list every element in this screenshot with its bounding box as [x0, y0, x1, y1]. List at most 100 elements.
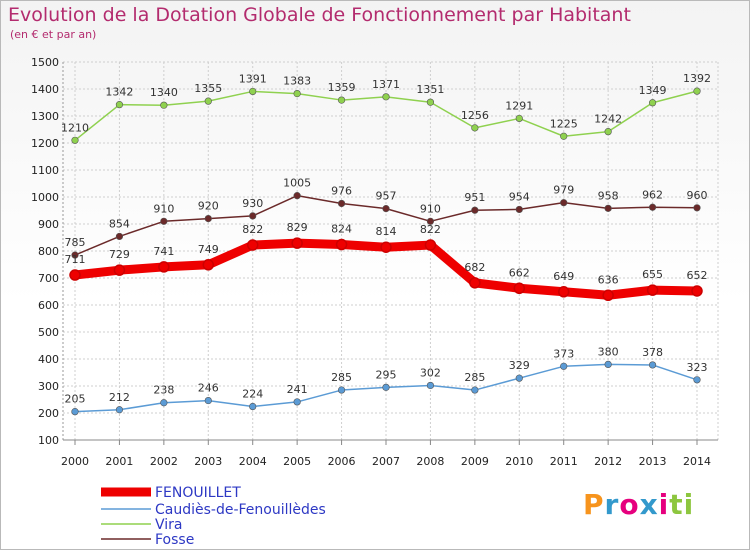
- x-tick-label: 2005: [283, 455, 311, 468]
- data-label: 785: [65, 236, 86, 249]
- data-point: [337, 199, 346, 208]
- data-label: 649: [553, 270, 574, 283]
- y-tick-label: 100: [38, 434, 59, 447]
- x-tick-label: 2008: [416, 455, 444, 468]
- data-point: [382, 205, 390, 213]
- data-label: 979: [553, 184, 574, 197]
- data-point: [337, 386, 346, 394]
- data-label: 1383: [283, 75, 311, 88]
- data-point: [337, 96, 346, 104]
- data-point: [426, 217, 435, 225]
- data-label: 205: [65, 393, 86, 406]
- logo-letter: x: [639, 488, 659, 521]
- x-tick-label: 2012: [594, 455, 622, 468]
- data-label: 295: [376, 368, 397, 381]
- y-tick-label: 300: [38, 380, 59, 393]
- data-point: [293, 192, 301, 200]
- data-label: 636: [598, 273, 619, 286]
- data-point: [160, 399, 168, 407]
- x-tick-label: 2011: [550, 455, 578, 468]
- data-label: 930: [242, 197, 263, 210]
- y-tick-label: 1500: [31, 56, 59, 69]
- logo-letter: r: [604, 488, 620, 521]
- data-point: [335, 238, 348, 251]
- y-tick-label: 400: [38, 353, 59, 366]
- x-tick-label: 2002: [150, 455, 178, 468]
- y-tick-label: 1000: [31, 191, 59, 204]
- data-point: [604, 360, 612, 369]
- data-point: [113, 264, 126, 276]
- data-label: 380: [598, 345, 619, 358]
- data-label: 224: [242, 388, 263, 401]
- data-point: [604, 204, 612, 212]
- data-label: 1340: [150, 86, 178, 99]
- legend-label: Vira: [155, 517, 183, 533]
- x-tick-label: 2013: [639, 455, 667, 468]
- data-label: 285: [464, 371, 485, 384]
- data-point: [204, 396, 212, 405]
- data-label: 920: [198, 200, 219, 213]
- y-tick-label: 900: [38, 218, 59, 231]
- data-point: [560, 132, 568, 140]
- data-point: [115, 101, 124, 109]
- data-label: 682: [464, 261, 485, 274]
- data-point: [693, 87, 701, 95]
- y-tick-label: 600: [38, 299, 59, 312]
- data-label: 655: [642, 268, 663, 281]
- data-label: 1342: [105, 86, 133, 99]
- data-label: 212: [109, 391, 130, 404]
- data-point: [648, 99, 657, 107]
- data-point: [602, 289, 614, 302]
- data-point: [249, 402, 257, 411]
- logo-letter: i: [658, 488, 670, 521]
- legend-label: FENOUILLET: [155, 485, 241, 501]
- y-tick-label: 500: [38, 326, 59, 339]
- data-point: [160, 101, 168, 109]
- data-point: [648, 203, 657, 211]
- data-label: 285: [331, 371, 352, 384]
- x-tick-label: 2009: [461, 455, 489, 468]
- proxiti-logo: Proxiti: [583, 488, 694, 521]
- x-tick-label: 2001: [105, 455, 133, 468]
- data-point: [469, 277, 481, 289]
- data-label: 1291: [505, 99, 533, 112]
- data-point: [693, 204, 701, 212]
- data-point: [515, 114, 523, 123]
- chart-title: Evolution de la Dotation Globale de Fonc…: [8, 4, 631, 26]
- data-point: [691, 285, 703, 297]
- data-point: [246, 239, 259, 251]
- data-label: 1225: [550, 117, 578, 130]
- x-tick-label: 2007: [372, 455, 400, 468]
- y-tick-label: 1100: [31, 164, 59, 177]
- data-label: 951: [464, 191, 485, 204]
- data-point: [115, 232, 124, 241]
- x-tick-label: 2006: [328, 455, 356, 468]
- data-point: [291, 237, 303, 249]
- data-label: 246: [198, 382, 219, 395]
- data-label: 1005: [283, 177, 311, 190]
- logo-letter: i: [683, 488, 695, 521]
- data-label: 958: [598, 189, 619, 202]
- data-label: 1392: [683, 72, 711, 85]
- data-point: [158, 261, 170, 273]
- x-tick-label: 2003: [194, 455, 222, 468]
- y-tick-label: 200: [38, 407, 59, 420]
- data-point: [426, 381, 435, 390]
- data-point: [71, 408, 79, 416]
- data-point: [69, 269, 81, 281]
- data-point: [560, 362, 568, 370]
- data-label: 1355: [194, 82, 222, 95]
- data-label: 960: [687, 189, 708, 202]
- data-point: [693, 376, 701, 384]
- series-group: [69, 87, 703, 416]
- data-point: [424, 239, 437, 251]
- data-label: 829: [287, 221, 308, 234]
- data-point: [426, 98, 435, 106]
- data-label: 822: [420, 223, 441, 236]
- data-point: [604, 128, 612, 136]
- data-point: [471, 206, 479, 214]
- axes: 1002003004005006007008009001000110012001…: [31, 56, 718, 468]
- data-point: [249, 87, 257, 96]
